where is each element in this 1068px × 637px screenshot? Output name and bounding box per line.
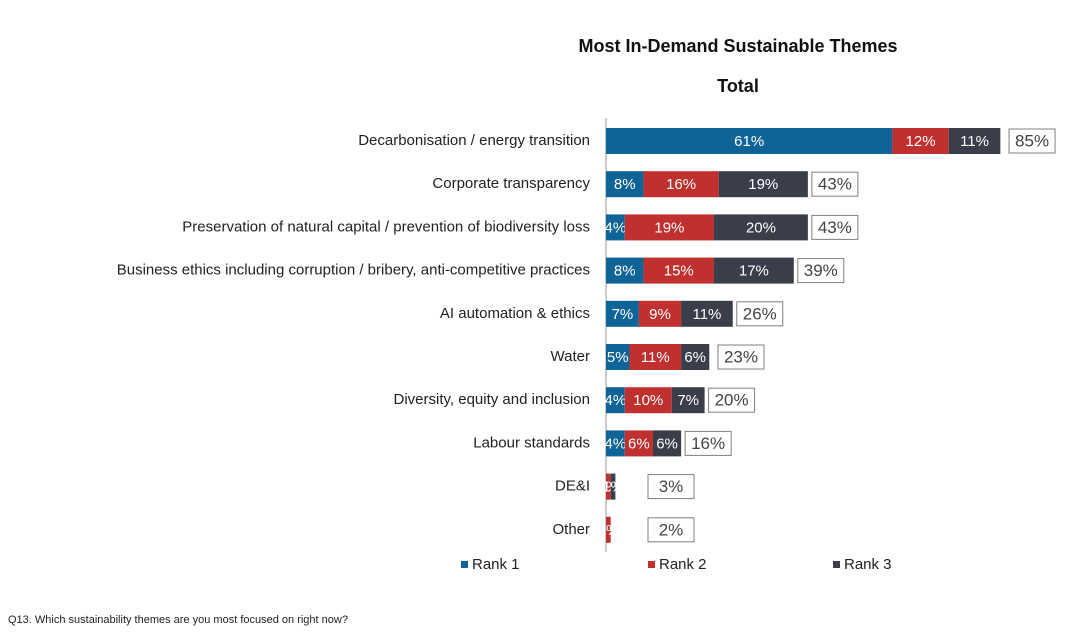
- bar-segment: [606, 516, 611, 543]
- chart-subtitle: Total: [717, 76, 759, 96]
- bar-segment: [606, 473, 611, 500]
- bar-segment: [948, 128, 1001, 154]
- data-label: 19%: [654, 219, 684, 236]
- total-label: 23%: [724, 347, 758, 366]
- data-label: 8%: [614, 176, 636, 193]
- data-label: 7%: [677, 392, 699, 409]
- data-label: 5%: [607, 349, 629, 366]
- category-label: Corporate transparency: [432, 175, 590, 192]
- data-label: 7%: [612, 306, 634, 323]
- data-label: 9%: [649, 306, 671, 323]
- category-label: Diversity, equity and inclusion: [394, 391, 590, 408]
- total-box: [811, 171, 859, 197]
- data-label: 1%: [598, 522, 620, 539]
- bar-segment: [606, 171, 644, 198]
- bar-segment: [629, 344, 682, 370]
- data-label: 4%: [605, 392, 627, 409]
- bar-segment: [643, 171, 719, 198]
- total-label: 3%: [659, 477, 684, 496]
- bar-segment: [606, 214, 625, 241]
- category-label: Other: [552, 521, 590, 538]
- data-label: 6%: [656, 435, 678, 452]
- bar-segment: [652, 430, 682, 457]
- total-label: 43%: [818, 218, 852, 237]
- legend-label: Rank 1: [472, 556, 520, 573]
- data-label: 15%: [664, 263, 694, 280]
- chart-title: Most In-Demand Sustainable Themes: [578, 36, 897, 56]
- data-label: 4%: [605, 219, 627, 236]
- footnote: Q13. Which sustainability themes are you…: [8, 614, 348, 626]
- total-label: 85%: [1015, 131, 1049, 150]
- data-label: 16%: [666, 176, 696, 193]
- bar-segment: [681, 344, 710, 370]
- bar-segment: [606, 257, 644, 284]
- total-box: [647, 474, 695, 500]
- bar-segment: [606, 300, 639, 327]
- total-label: 43%: [818, 175, 852, 194]
- data-label: 11%: [692, 306, 721, 323]
- legend-label: Rank 3: [844, 556, 892, 573]
- bar-segment: [606, 387, 625, 414]
- bar-segment: [713, 257, 794, 284]
- total-box: [647, 517, 695, 543]
- bar-segment: [643, 257, 714, 284]
- total-label: 16%: [691, 434, 725, 453]
- legend-label: Rank 2: [659, 556, 707, 573]
- total-box: [811, 214, 859, 240]
- category-label: AI automation & ethics: [440, 305, 590, 322]
- bar-segment: [606, 430, 625, 457]
- data-label: 10%: [633, 392, 663, 409]
- legend-swatch: [461, 561, 468, 568]
- legend-swatch: [833, 561, 840, 568]
- data-label: 19%: [748, 176, 778, 193]
- total-label: 39%: [804, 261, 838, 280]
- legend-swatch: [648, 561, 655, 568]
- category-label: Labour standards: [473, 434, 590, 451]
- category-label: Preservation of natural capital / preven…: [182, 218, 590, 235]
- data-label: 6%: [684, 349, 706, 366]
- data-label: 11%: [960, 133, 989, 150]
- bar-segment: [606, 344, 630, 370]
- total-box: [1008, 128, 1056, 154]
- bar-segment: [638, 300, 682, 327]
- data-label: 8%: [614, 263, 636, 280]
- total-box: [797, 258, 845, 284]
- data-label: 20%: [746, 219, 776, 236]
- total-box: [684, 430, 732, 456]
- data-label: 17%: [739, 263, 769, 280]
- data-label: 11%: [641, 349, 670, 366]
- bar-segment: [624, 387, 672, 414]
- category-label: Water: [551, 348, 590, 365]
- total-box: [717, 344, 765, 370]
- data-label: 6%: [628, 435, 650, 452]
- bar-segment: [606, 128, 893, 154]
- data-label: 12%: [906, 133, 936, 150]
- bar-segment: [624, 214, 714, 241]
- category-label: Decarbonisation / energy transition: [358, 132, 590, 149]
- total-box: [708, 387, 756, 413]
- bar-segment: [718, 171, 808, 198]
- bar-segment: [610, 473, 616, 500]
- data-label: 1%: [602, 479, 624, 496]
- bar-segment: [892, 128, 949, 154]
- total-label: 26%: [743, 304, 777, 323]
- total-label: 2%: [659, 520, 684, 539]
- category-label: Business ethics including corruption / b…: [117, 262, 590, 279]
- bar-segment: [681, 300, 733, 327]
- category-label: DE&I: [555, 478, 590, 495]
- bar-segment: [713, 214, 808, 241]
- total-label: 20%: [715, 391, 749, 410]
- data-label: 61%: [734, 133, 764, 150]
- bar-segment: [624, 430, 653, 457]
- data-label: 4%: [605, 435, 627, 452]
- bar-segment: [671, 387, 705, 414]
- total-box: [736, 301, 784, 327]
